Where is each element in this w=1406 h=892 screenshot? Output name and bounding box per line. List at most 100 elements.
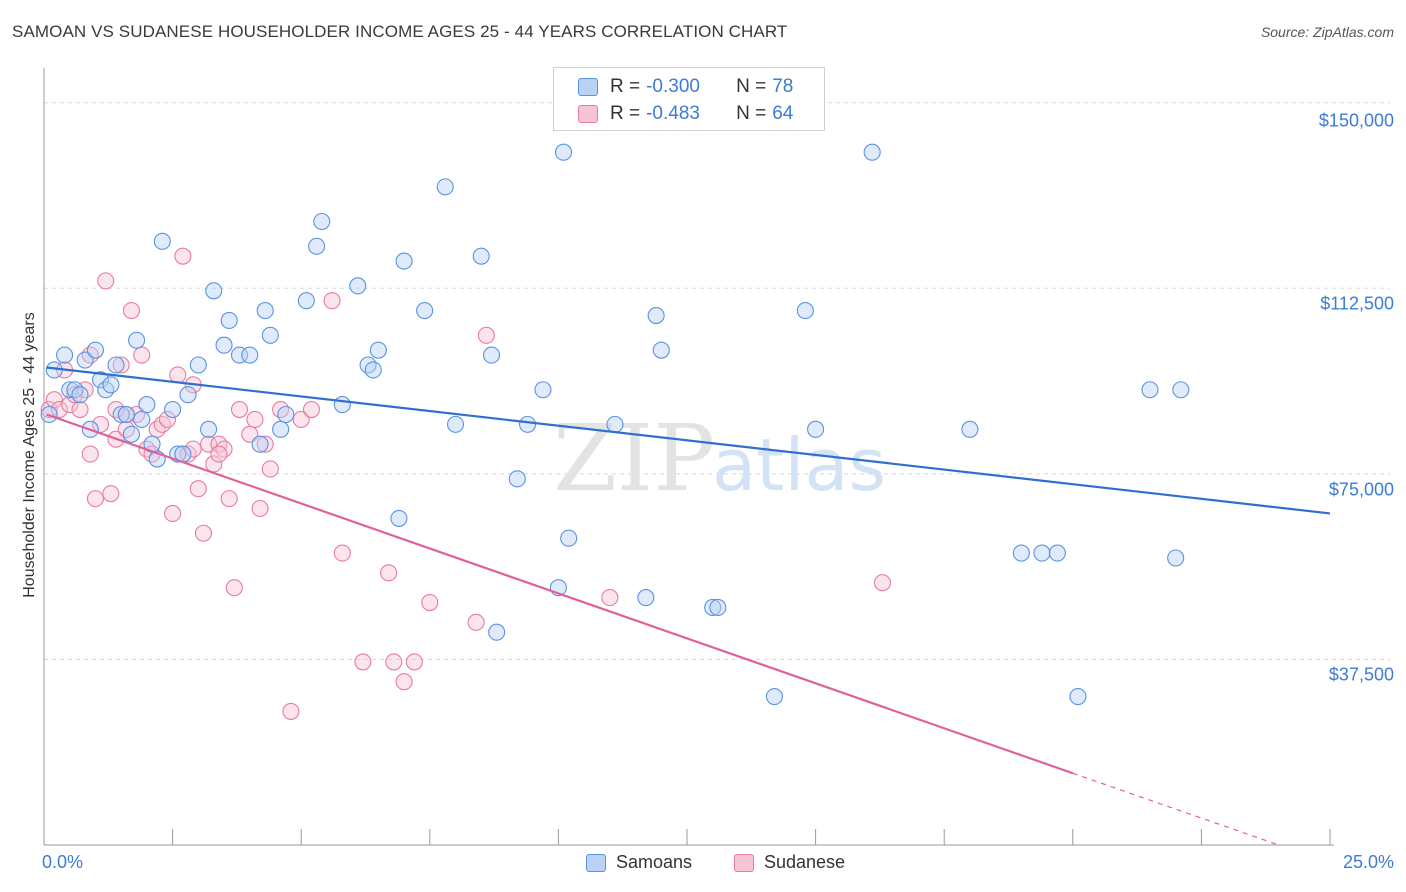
samoans-point-34 (256, 302, 274, 320)
samoans-point-70 (961, 420, 979, 438)
samoans-point-8 (86, 341, 104, 359)
samoans-point-67 (796, 302, 814, 320)
samoans-point-28 (205, 282, 223, 300)
legend-swatch-sudanese (578, 105, 598, 123)
sudanese-point-43 (272, 400, 290, 419)
samoans-point-12 (107, 356, 125, 374)
samoans-point-65 (709, 598, 727, 617)
samoans-point-50 (446, 415, 465, 433)
samoans-point-59 (560, 529, 578, 547)
sudanese-point-27 (179, 445, 197, 463)
y-tick-label-0: $37,500 (1328, 664, 1394, 685)
samoans-point-30 (220, 311, 238, 330)
trend-lines (46, 366, 1331, 846)
samoans-trend-line (46, 366, 1331, 515)
sudanese-point-9 (86, 490, 104, 508)
samoans-point-6 (76, 351, 94, 369)
samoans-point-49 (436, 178, 454, 196)
sudanese-point-31 (200, 435, 218, 453)
samoans-point-75 (1141, 381, 1159, 399)
sudanese-point-57 (601, 589, 619, 607)
samoans-point-9 (92, 371, 110, 389)
sudanese-points (40, 247, 892, 720)
x-tick-max: 25.0% (1342, 852, 1394, 872)
samoans-point-15 (122, 425, 140, 443)
samoans-point-41 (333, 396, 351, 414)
samoans-point-47 (395, 252, 413, 270)
sudanese-point-45 (292, 410, 310, 428)
samoans-point-61 (637, 589, 655, 607)
grid-layer (44, 102, 1390, 660)
sudanese-point-41 (256, 435, 274, 453)
samoans-point-38 (297, 292, 315, 310)
samoans-point-48 (416, 302, 434, 320)
samoans-point-51 (472, 247, 490, 265)
sudanese-point-52 (395, 673, 413, 691)
sudanese-point-30 (194, 524, 213, 542)
samoans-point-69 (863, 143, 881, 161)
sudanese-point-14 (112, 356, 130, 374)
legend-swatch-samoans (578, 78, 598, 96)
sudanese-point-62 (107, 400, 125, 419)
samoans-point-43 (359, 356, 377, 374)
samoans-point-13 (112, 405, 130, 424)
bottom-legend-sudanese[interactable]: Sudanese (734, 852, 845, 873)
chart-title: SAMOAN VS SUDANESE HOUSEHOLDER INCOME AG… (12, 22, 788, 41)
sudanese-point-8 (81, 445, 99, 463)
legend-row-sudanese: R = -0.483 N = 64 (578, 102, 793, 126)
sudanese-point-37 (230, 400, 249, 419)
sudanese-point-58 (873, 574, 892, 592)
legend-n-samoans: 78 (772, 76, 794, 97)
samoans-point-44 (364, 361, 382, 379)
y-tick-label-2: $112,500 (1320, 293, 1394, 314)
sudanese-point-7 (76, 381, 94, 399)
samoans-point-5 (71, 386, 89, 404)
sudanese-point-0 (40, 400, 58, 419)
samoans-points (40, 143, 1190, 706)
bottom-swatch-samoans (586, 853, 606, 872)
samoans-point-22 (164, 400, 182, 419)
sudanese-point-50 (380, 564, 398, 582)
legend-r-label: R = (610, 76, 641, 97)
sudanese-point-18 (133, 346, 151, 364)
samoans-point-62 (647, 306, 665, 325)
samoans-point-32 (241, 346, 259, 364)
sudanese-point-28 (184, 440, 202, 458)
x-tick-min: 0.0% (42, 852, 84, 872)
sudanese-point-54 (421, 593, 439, 612)
samoans-point-60 (606, 415, 624, 433)
sudanese-point-23 (158, 410, 177, 428)
sudanese-point-34 (215, 440, 233, 458)
samoans-point-37 (277, 405, 295, 424)
sudanese-point-38 (241, 425, 259, 443)
sudanese-point-1 (45, 391, 63, 409)
sudanese-point-21 (148, 420, 166, 438)
bottom-swatch-sudanese (734, 853, 754, 872)
samoans-point-68 (807, 420, 825, 438)
bottom-legend-samoans-label: Samoans (616, 852, 693, 872)
axes-layer (43, 68, 1334, 846)
samoans-point-76 (1172, 381, 1190, 399)
samoans-point-11 (102, 376, 120, 394)
bottom-legend-samoans[interactable]: Samoans (586, 852, 692, 873)
sudanese-point-61 (210, 445, 228, 463)
sudanese-point-48 (333, 544, 351, 562)
sudanese-point-24 (164, 504, 182, 523)
samoans-point-72 (1033, 544, 1051, 562)
samoans-point-74 (1069, 687, 1087, 706)
samoans-point-17 (133, 410, 151, 428)
samoans-point-18 (138, 396, 156, 414)
source-credit: Source: ZipAtlas.com (1260, 24, 1394, 40)
sudanese-point-46 (302, 400, 321, 419)
y-tick-label-1: $75,000 (1328, 479, 1394, 500)
samoans-point-33 (251, 435, 269, 453)
samoans-point-55 (518, 415, 537, 433)
sudanese-point-12 (102, 485, 120, 503)
samoans-point-10 (97, 381, 115, 399)
sudanese-point-36 (225, 579, 243, 597)
samoans-point-77 (1167, 549, 1185, 567)
samoans-point-3 (61, 381, 79, 399)
samoans-point-42 (349, 277, 367, 295)
samoans-point-2 (56, 346, 74, 364)
